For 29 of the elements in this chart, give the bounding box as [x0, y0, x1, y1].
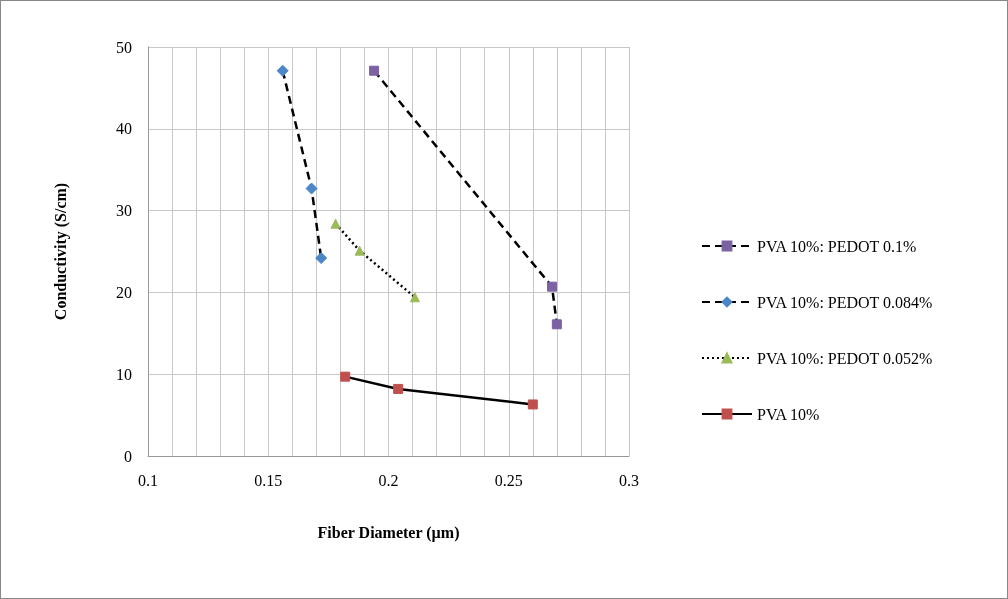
point	[369, 65, 380, 76]
legend-label: PVA 10%	[757, 405, 820, 423]
x-tick-label: 0.25	[494, 471, 523, 489]
point	[409, 292, 420, 303]
point	[330, 218, 341, 229]
point	[340, 371, 351, 382]
point	[527, 399, 538, 410]
y-tick-label: 0	[124, 447, 132, 465]
x-tick-label: 0.3	[619, 471, 639, 489]
x-tick-label: 0.15	[254, 471, 283, 489]
point	[305, 182, 318, 195]
point	[551, 319, 562, 330]
legend-label: PVA 10%: PEDOT 0.084%	[757, 293, 933, 311]
y-tick-label: 30	[116, 202, 132, 220]
y-axis-title: Conductivity (S/cm)	[51, 182, 70, 321]
point	[393, 383, 404, 394]
x-tick-label: 0.1	[138, 471, 158, 489]
y-tick-label: 10	[116, 365, 132, 383]
legend-label: PVA 10%: PEDOT 0.1%	[757, 237, 917, 255]
point	[547, 281, 558, 292]
x-axis-title: Fiber Diameter (µm)	[317, 523, 460, 542]
legend-label: PVA 10%: PEDOT 0.052%	[757, 349, 933, 367]
point	[354, 245, 365, 256]
y-tick-label: 40	[116, 120, 132, 138]
y-tick-label: 20	[116, 283, 132, 301]
point	[315, 252, 328, 265]
point	[276, 64, 289, 77]
x-tick-label: 0.2	[378, 471, 399, 489]
y-tick-label: 50	[116, 38, 132, 56]
